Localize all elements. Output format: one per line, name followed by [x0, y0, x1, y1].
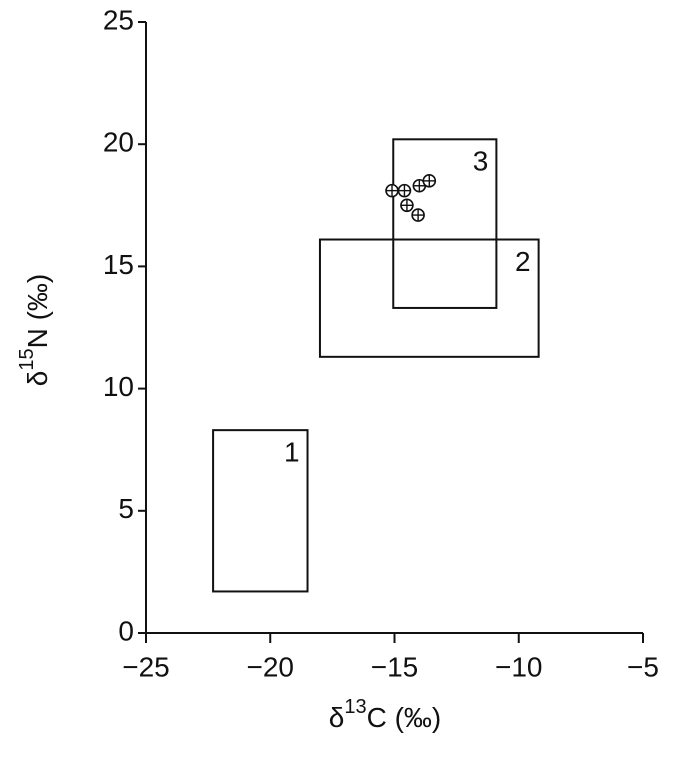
y-axis-label: δ15N (‰) [16, 274, 53, 387]
region [212, 429, 309, 593]
point [397, 183, 412, 198]
point [400, 198, 414, 213]
x-tick-label: −15 [371, 651, 419, 682]
y-tick-label: 10 [103, 371, 134, 402]
y-tick-label: 0 [118, 615, 134, 646]
y-tick-label: 25 [103, 4, 134, 35]
region-label: 2 [515, 246, 531, 277]
x-tick-label: −25 [122, 651, 170, 682]
point [422, 174, 437, 188]
region-label: 3 [473, 146, 489, 177]
y-tick-label: 5 [118, 493, 134, 524]
y-tick-label: 20 [103, 127, 134, 158]
region [392, 138, 498, 309]
region [318, 238, 540, 358]
point [412, 178, 427, 193]
x-axis-label: δ13C (‰) [329, 696, 442, 733]
x-tick-label: −5 [627, 651, 659, 682]
x-tick-label: −10 [495, 651, 543, 682]
point [385, 183, 399, 198]
x-tick-label: −20 [247, 651, 295, 682]
region-label: 1 [284, 437, 300, 468]
y-tick-label: 15 [103, 249, 134, 280]
point [411, 208, 425, 222]
